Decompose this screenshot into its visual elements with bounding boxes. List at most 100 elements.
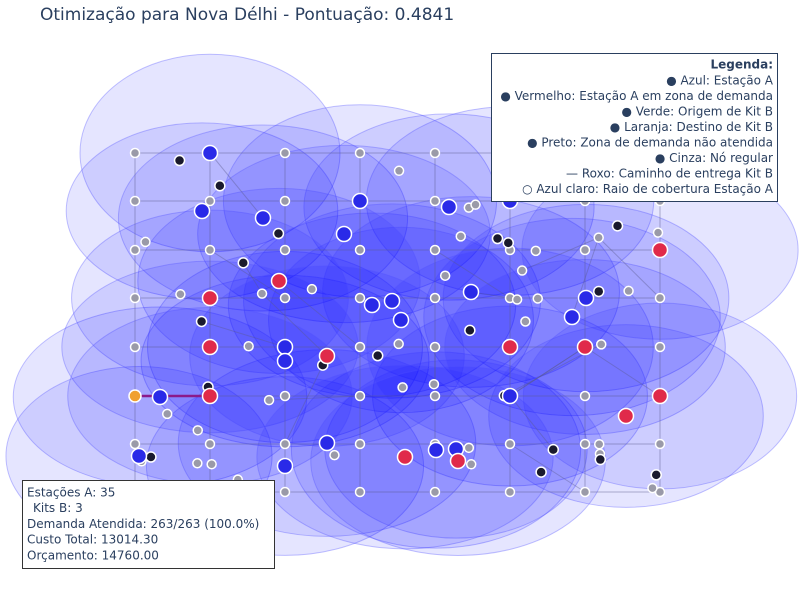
edge [242,262,263,294]
regular-node [306,283,318,295]
regular-node [129,195,141,207]
regular-node [530,245,542,257]
station-a [501,387,519,405]
station-a-demand [617,407,635,425]
regular-node [354,486,366,498]
regular-node [595,339,607,350]
legend-item: — Roxo: Caminho de entrega Kit B [566,167,773,181]
regular-node [354,244,366,256]
regular-node [175,288,186,300]
unserved-node [464,324,476,337]
regular-node [263,394,275,406]
unserved-node [611,220,624,232]
regular-node [654,438,666,450]
legend-item: ● Laranja: Destino de Kit B [610,120,773,134]
unserved-node [272,227,285,240]
regular-node [279,438,291,450]
regular-node [455,231,467,242]
regular-node [279,486,291,498]
unserved-node [594,453,607,466]
regular-node [204,438,216,450]
station-a [276,352,294,370]
edge [201,320,286,348]
regular-node [439,270,451,281]
edge [284,364,324,445]
station-a [351,192,369,210]
edge [509,346,586,397]
station-a [276,457,294,475]
regular-node [192,458,203,469]
regular-node [593,439,605,450]
station-a [318,434,336,452]
regular-node [465,459,477,470]
stats-line: Estações A: 35 [27,486,115,500]
station-a [151,388,169,406]
regular-node [504,486,516,498]
regular-node [516,265,528,276]
station-a [276,338,294,356]
station-a-demand [318,347,336,365]
regular-node [579,390,591,402]
regular-node [206,458,217,470]
station-a [392,311,410,329]
legend-item: ● Verde: Origem de Kit B [621,105,773,119]
regular-node [393,338,404,350]
station-a [201,144,219,162]
unserved-node [214,179,226,192]
regular-node [623,285,634,297]
regular-node [511,294,523,305]
unserved-node [371,349,384,362]
station-a-demand [651,241,669,259]
regular-node [532,293,543,304]
regular-node [354,147,366,159]
regular-node [470,199,481,210]
regular-node [279,195,291,207]
edge [509,346,586,397]
station-a [383,292,401,310]
regular-node [429,244,441,256]
station-a-demand [270,272,288,290]
regular-node [354,341,366,353]
unserved-node [491,232,504,245]
regular-node [654,292,666,304]
regular-node [129,292,141,304]
regular-node [593,232,604,243]
regular-node [520,316,531,327]
legend-item: ● Preto: Zona de demanda não atendida [527,136,773,150]
unserved-node [195,315,208,328]
legend-heading: Legenda: [710,58,773,72]
title: Otimização para Nova Délhi - Pontuação: … [40,5,454,25]
stats-line: Kits B: 3 [33,501,83,515]
station-a [563,308,581,326]
regular-node [429,292,441,304]
edge [521,237,599,272]
regular-node [393,165,405,177]
regular-node [504,438,516,450]
station-a [462,283,480,301]
regular-node [329,449,340,461]
edge [209,249,286,299]
regular-node [429,390,441,402]
unserved-node [650,469,662,481]
regular-node [652,227,664,238]
station-a-demand [501,338,519,356]
regular-node [428,378,440,390]
regular-node [256,288,268,299]
regular-node [204,244,216,256]
station-a-demand [201,289,219,307]
stats-line: Demanda Atendida: 263/263 (100.0%) [27,517,259,531]
regular-node [429,195,441,207]
edge [598,237,661,299]
legend-item: ● Cinza: Nó regular [655,151,773,165]
legend-item: ● Vermelho: Estação A em zona de demanda [500,89,773,103]
legend-item: ○ Azul claro: Raio de cobertura Estação … [522,182,774,196]
regular-node [579,438,591,450]
unserved-node [535,466,547,478]
legend-item: ● Azul: Estação A [666,74,774,88]
edge [261,293,328,357]
unserved-node [547,443,560,456]
kit-destination [128,389,142,403]
regular-node [354,438,366,450]
